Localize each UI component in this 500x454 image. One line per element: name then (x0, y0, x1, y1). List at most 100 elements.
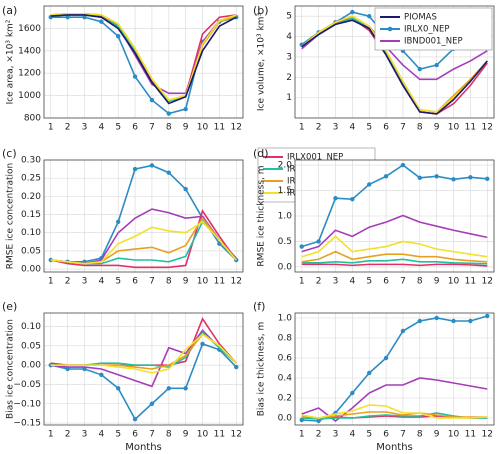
series-marker (434, 174, 439, 179)
series-marker (65, 15, 70, 20)
panel-label: (e) (2, 300, 17, 313)
x-tick-label: 6 (132, 430, 138, 440)
x-tick-label: 4 (98, 277, 104, 287)
x-tick-label: 11 (465, 123, 476, 133)
series-line (50, 333, 237, 374)
y-tick-label: 0.5 (278, 237, 292, 247)
y-tick-label: 0.05 (21, 341, 41, 351)
y-tick-label: 1.5 (278, 186, 292, 196)
series-marker (149, 401, 155, 406)
series-marker (132, 417, 138, 422)
y-tick-label: 1600 (18, 24, 41, 34)
x-tick-label: 12 (482, 123, 493, 133)
series-line (301, 214, 488, 253)
series-line (301, 263, 488, 267)
x-tick-label: 6 (383, 123, 389, 133)
series-line (301, 250, 488, 263)
series-marker (316, 418, 321, 424)
x-tick-label: 9 (434, 123, 440, 133)
series-marker (333, 195, 338, 201)
y-tick-label: 2 (286, 73, 292, 83)
x-tick-label: 5 (366, 123, 372, 133)
y-tick-label: −0.10 (13, 399, 41, 409)
series-marker (116, 386, 121, 391)
y-tick-label: 1200 (18, 69, 41, 79)
x-tick-label: 5 (366, 277, 372, 287)
y-axis-label: RMSE ice thickness, m (257, 165, 267, 266)
y-tick-label: 3 (286, 52, 292, 62)
series-line (301, 235, 488, 258)
legend-marker (387, 26, 393, 32)
x-tick-label: 12 (231, 430, 242, 440)
x-tick-label: 7 (400, 430, 406, 440)
x-tick-label: 8 (166, 277, 172, 287)
y-tick-label: 1.0 (278, 314, 293, 324)
x-tick-label: 10 (448, 277, 460, 287)
series-marker (417, 318, 422, 324)
x-tick-label: 9 (183, 123, 189, 133)
x-tick-label: 11 (214, 430, 225, 440)
series-marker (367, 182, 372, 187)
series-marker (82, 15, 87, 20)
series-marker (166, 111, 171, 116)
x-tick-label: 1 (299, 123, 305, 133)
y-tick-label: 2.0 (278, 161, 293, 171)
x-tick-label: 2 (316, 430, 322, 440)
x-tick-label: 6 (132, 277, 138, 287)
x-tick-label: 4 (349, 123, 355, 133)
x-tick-label: 1 (299, 430, 305, 440)
series-marker (99, 372, 104, 377)
x-tick-label: 5 (115, 277, 121, 287)
y-tick-label: 0.25 (21, 174, 41, 184)
series-marker (468, 318, 473, 324)
plot-frame (43, 159, 244, 273)
x-tick-label: 1 (299, 277, 305, 287)
x-tick-label: 11 (465, 430, 476, 440)
x-tick-label: 11 (214, 277, 225, 287)
series-marker (350, 9, 355, 15)
series-line (301, 404, 488, 419)
series-marker (417, 66, 422, 72)
y-tick-label: 0.0 (278, 262, 293, 272)
x-tick-label: 10 (448, 430, 460, 440)
plot-area (44, 6, 243, 118)
x-tick-label: 4 (349, 277, 355, 287)
y-tick-label: 1400 (18, 46, 41, 56)
y-tick-label: 0.0 (278, 414, 293, 424)
series-marker (132, 74, 138, 79)
x-axis-label: Months (125, 442, 162, 453)
series-marker (234, 364, 239, 370)
series-marker (166, 170, 171, 175)
y-axis-label: Ice area, ×10³ km² (6, 19, 16, 104)
series-line (50, 14, 237, 105)
plot-frame (43, 5, 244, 119)
y-tick-label: 1000 (18, 91, 41, 101)
x-tick-label: 9 (183, 277, 189, 287)
x-tick-label: 4 (349, 430, 355, 440)
x-tick-label: 4 (98, 123, 104, 133)
series-marker (116, 34, 121, 39)
series-marker (350, 197, 355, 202)
y-tick-label: 0.15 (21, 210, 41, 220)
y-tick-label: 0.05 (21, 246, 41, 256)
series-marker (350, 390, 355, 396)
x-tick-label: 7 (149, 430, 155, 440)
panel-label: (f) (253, 300, 265, 313)
series-marker (417, 175, 422, 181)
x-tick-label: 2 (316, 277, 322, 287)
legend-label: IRLX0_NEP (404, 25, 449, 35)
x-tick-label: 3 (82, 123, 88, 133)
x-tick-label: 12 (482, 430, 493, 440)
x-tick-label: 8 (166, 123, 172, 133)
series-marker (299, 244, 304, 249)
series-line (50, 13, 237, 101)
x-tick-label: 10 (197, 277, 209, 287)
series-marker (299, 417, 304, 423)
x-tick-label: 12 (482, 277, 493, 287)
series-marker (166, 386, 171, 391)
y-tick-label: 0.30 (21, 156, 41, 166)
series-marker (116, 219, 121, 225)
x-tick-label: 6 (383, 430, 389, 440)
x-tick-label: 6 (383, 277, 389, 287)
x-tick-label: 1 (48, 430, 54, 440)
